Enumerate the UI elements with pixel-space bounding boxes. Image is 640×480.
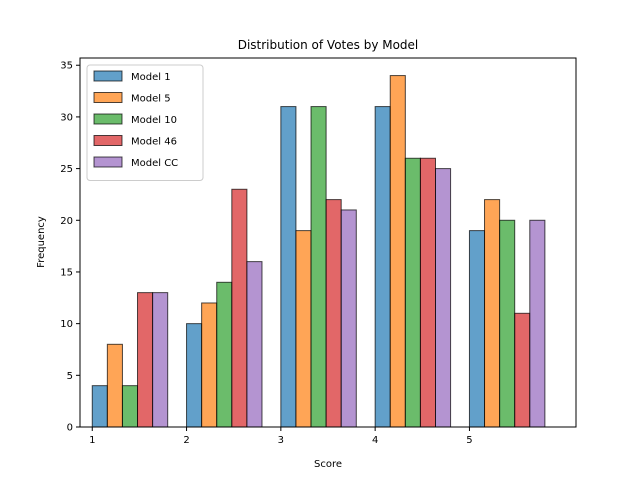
legend-label: Model 1 [131, 72, 171, 83]
x-tick-label: 4 [372, 435, 378, 446]
bar-model-5-4 [389, 75, 406, 428]
bar-model-10-4 [404, 157, 421, 428]
y-axis-ticks: 0 5 10 15 20 25 30 35 [60, 61, 80, 434]
bar-model-1-2 [186, 323, 203, 428]
x-axis-ticks: 1 2 3 4 5 [89, 427, 473, 446]
legend-label: Model 10 [131, 115, 177, 126]
bar-model-10-1 [121, 385, 139, 428]
bar-model-cc-5 [529, 219, 546, 428]
legend-swatch-model-10 [93, 113, 123, 125]
bar-model-46-3 [325, 199, 342, 428]
axes-frame [79, 57, 577, 428]
bar-model-cc-4 [434, 168, 452, 428]
bar-model-1-1 [91, 385, 108, 428]
legend-swatch-model-5 [93, 92, 123, 103]
bar-model-46-1 [137, 292, 154, 428]
legend-swatch-model-1 [93, 70, 123, 82]
y-tick-label: 5 [67, 371, 73, 382]
x-tick-label: 2 [183, 435, 189, 446]
bar-model-cc-3 [340, 209, 357, 428]
bar-model-5-5 [484, 199, 501, 428]
bar-model-cc-2 [246, 261, 263, 428]
bar-model-10-2 [216, 281, 233, 428]
y-tick-label: 20 [60, 216, 73, 227]
y-tick-label: 0 [67, 423, 73, 434]
y-tick-label: 10 [60, 319, 73, 330]
bar-model-46-5 [514, 312, 531, 428]
bar-model-46-2 [231, 188, 248, 428]
bar-model-1-3 [280, 106, 297, 428]
legend-swatch-model-46 [93, 135, 123, 146]
legend-label: Model CC [131, 158, 178, 169]
chart-title: Distribution of Votes by Model [238, 38, 419, 52]
legend-label: Model 5 [131, 94, 171, 105]
bar-model-1-4 [374, 106, 391, 428]
y-tick-label: 30 [60, 112, 73, 123]
legend-label: Model 46 [131, 137, 177, 148]
bar-model-cc-1 [152, 292, 169, 428]
bar-model-46-4 [419, 157, 436, 428]
x-tick-label: 3 [278, 435, 284, 446]
bar-model-5-3 [295, 230, 312, 428]
bar-model-10-5 [499, 219, 516, 428]
legend: Model 1 Model 5 Model 10 Model 46 Model CC [86, 64, 204, 181]
bars-group [91, 75, 546, 428]
bar-model-10-3 [310, 106, 327, 428]
y-tick-label: 15 [60, 267, 73, 278]
legend-swatch-model-cc [93, 156, 123, 168]
y-tick-label: 25 [60, 164, 73, 175]
x-tick-label: 1 [89, 435, 95, 446]
x-tick-label: 5 [466, 435, 472, 446]
y-axis-label: Frequency [36, 216, 47, 268]
y-tick-label: 35 [60, 61, 73, 72]
bar-model-5-1 [106, 343, 123, 428]
bar-model-5-2 [201, 302, 218, 428]
x-axis-label: Score [314, 459, 342, 470]
bar-model-1-5 [468, 230, 486, 428]
